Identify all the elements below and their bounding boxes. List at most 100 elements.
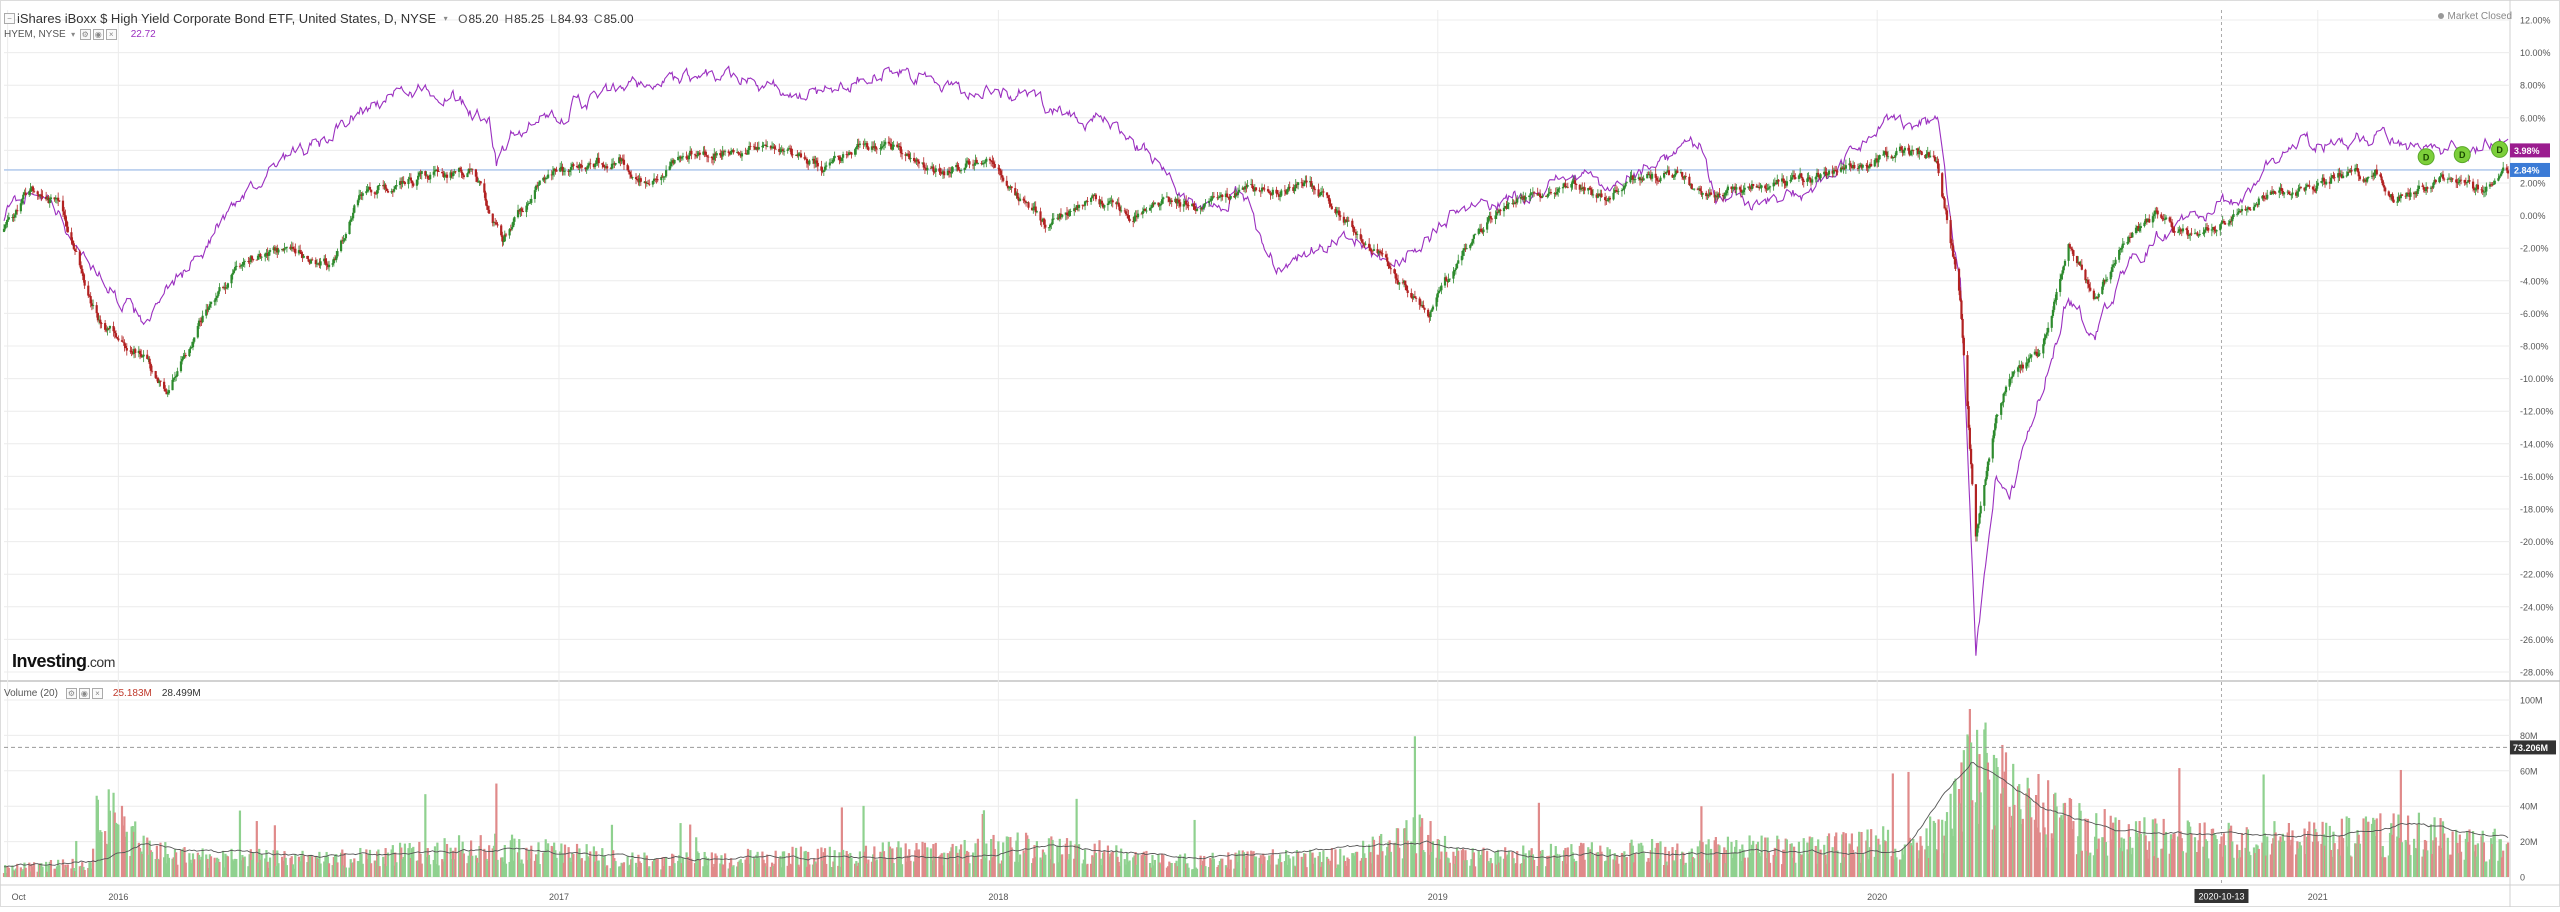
candle-body bbox=[1123, 210, 1126, 212]
candle-body bbox=[1194, 209, 1197, 211]
volume-bar bbox=[2189, 826, 2192, 877]
candle-body bbox=[828, 162, 831, 166]
chevron-down-icon[interactable]: ▾ bbox=[71, 30, 76, 39]
volume-bar bbox=[1537, 802, 1541, 877]
candle-body bbox=[2349, 170, 2352, 172]
volume-bar bbox=[2179, 831, 2182, 877]
volume-bar bbox=[1782, 849, 1785, 877]
candle-body bbox=[2473, 188, 2476, 191]
candle-body bbox=[335, 256, 338, 261]
volume-bar bbox=[1917, 858, 1920, 877]
volume-bar bbox=[1460, 850, 1463, 877]
volume-bar bbox=[858, 851, 862, 877]
candle-body bbox=[2414, 192, 2417, 195]
candle-body bbox=[1870, 163, 1873, 167]
candle-body bbox=[2093, 298, 2097, 300]
candle-body bbox=[436, 169, 439, 172]
volume-bar bbox=[274, 866, 278, 877]
volume-bar bbox=[2181, 851, 2185, 877]
candle-body bbox=[188, 349, 191, 357]
volume-bar bbox=[807, 851, 810, 877]
volume-bar bbox=[2245, 827, 2248, 877]
volume-bar bbox=[2303, 828, 2306, 877]
candle-body bbox=[909, 157, 912, 160]
candle-body bbox=[1614, 190, 1618, 191]
candle-body bbox=[1387, 261, 1390, 267]
candle-body bbox=[739, 154, 742, 157]
candle-body bbox=[2231, 217, 2234, 222]
candle-body bbox=[562, 171, 565, 172]
candle-body bbox=[955, 165, 958, 168]
dividend-marker[interactable] bbox=[2491, 140, 2509, 158]
candle-body bbox=[2249, 209, 2252, 211]
volume-bar bbox=[2077, 836, 2080, 877]
candle-body bbox=[973, 164, 976, 166]
candle-body bbox=[163, 381, 166, 389]
candle-body bbox=[37, 194, 41, 197]
candle-body bbox=[2078, 261, 2081, 265]
candle-body bbox=[1006, 185, 1010, 189]
candle-body bbox=[57, 197, 60, 201]
volume-bar bbox=[1489, 857, 1492, 877]
candle-body bbox=[138, 350, 142, 355]
volume-bar bbox=[841, 849, 845, 877]
candle-body bbox=[975, 159, 978, 164]
volume-bar bbox=[772, 865, 775, 877]
volume-bar bbox=[1073, 858, 1076, 877]
volume-bar bbox=[2298, 842, 2301, 877]
volume-bar bbox=[831, 867, 834, 877]
volume-bar bbox=[1428, 854, 1431, 877]
candle-body bbox=[64, 214, 67, 221]
volume-bar bbox=[23, 862, 26, 877]
candle-body bbox=[2106, 279, 2109, 281]
candle-body bbox=[899, 146, 902, 154]
candle-body bbox=[407, 178, 410, 185]
dividend-marker[interactable] bbox=[2453, 146, 2471, 164]
volume-bar bbox=[6, 865, 9, 877]
candle-body bbox=[916, 159, 919, 162]
volume-bar bbox=[1411, 845, 1414, 877]
volume-bar bbox=[1714, 837, 1717, 877]
volume-bar bbox=[503, 844, 506, 877]
volume-bar bbox=[1017, 862, 1020, 877]
volume-bar bbox=[724, 853, 727, 877]
candle-body bbox=[1749, 186, 1752, 190]
volume-bar bbox=[2252, 847, 2256, 877]
volume-bar bbox=[1912, 838, 1915, 877]
candle-body bbox=[146, 354, 149, 359]
candle-body bbox=[1759, 187, 1762, 189]
close-icon[interactable]: × bbox=[105, 29, 117, 40]
hide-icon[interactable]: ◉ bbox=[92, 29, 104, 40]
volume-bar bbox=[796, 856, 799, 877]
chevron-down-icon[interactable]: ▾ bbox=[443, 14, 448, 23]
volume-bar bbox=[31, 866, 34, 877]
candle-body bbox=[63, 211, 66, 215]
volume-bar bbox=[78, 866, 81, 877]
volume-bar bbox=[2042, 802, 2045, 877]
collapse-icon[interactable]: − bbox=[4, 13, 15, 24]
settings-icon[interactable]: ⚙ bbox=[65, 688, 77, 699]
volume-bar bbox=[476, 857, 479, 877]
volume-bar bbox=[2230, 825, 2233, 877]
volume-bar bbox=[2145, 849, 2148, 877]
candle-body bbox=[855, 147, 858, 150]
candle-body bbox=[2114, 259, 2117, 265]
candle-body bbox=[854, 149, 857, 155]
candle-body bbox=[879, 148, 882, 150]
candle-body bbox=[1725, 190, 1728, 194]
volume-bar bbox=[638, 861, 641, 877]
volume-bar bbox=[2426, 850, 2429, 877]
candle-body bbox=[1895, 150, 1898, 156]
volume-bar bbox=[1322, 850, 1325, 877]
hide-icon[interactable]: ◉ bbox=[78, 688, 90, 699]
candle-body bbox=[2490, 184, 2493, 186]
candle-body bbox=[390, 191, 393, 193]
candle-body bbox=[293, 248, 296, 250]
dividend-marker[interactable] bbox=[2417, 148, 2435, 166]
price-tick-label: 12.00% bbox=[2520, 16, 2551, 26]
candle-body bbox=[1452, 271, 1455, 279]
settings-icon[interactable]: ⚙ bbox=[79, 29, 91, 40]
close-icon[interactable]: × bbox=[91, 688, 103, 699]
